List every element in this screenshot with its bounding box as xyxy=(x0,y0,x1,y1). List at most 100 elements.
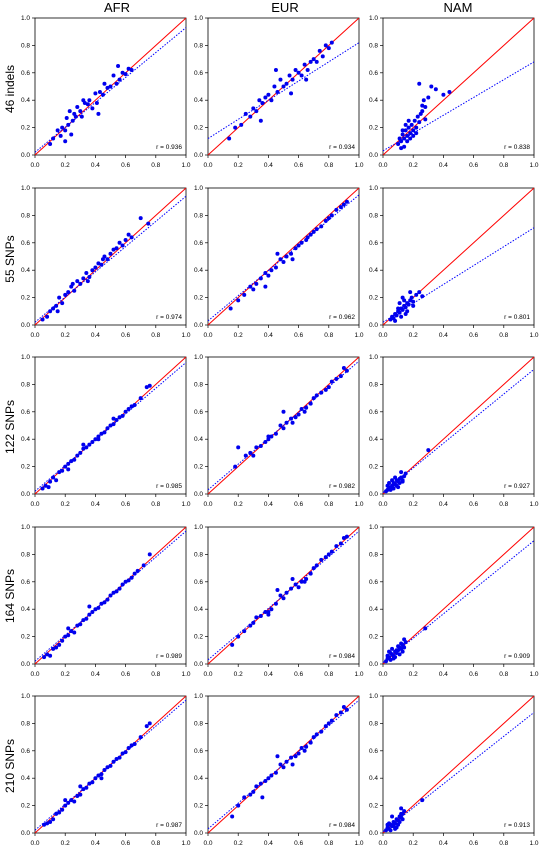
x-tick-label: 0.0 xyxy=(378,840,387,847)
y-tick-label: 0.6 xyxy=(369,409,378,416)
data-point xyxy=(341,704,346,709)
y-tick-label: 0.2 xyxy=(369,464,378,471)
data-point xyxy=(289,91,294,96)
data-point xyxy=(329,213,334,218)
data-point xyxy=(108,593,113,598)
fit-line xyxy=(382,712,535,833)
data-point xyxy=(85,279,90,284)
data-point xyxy=(85,102,90,107)
data-point xyxy=(260,795,265,800)
x-tick-label: 0.6 xyxy=(121,671,130,678)
data-point xyxy=(129,743,134,748)
x-tick-label: 0.8 xyxy=(324,671,333,678)
data-point xyxy=(308,401,313,406)
data-point xyxy=(96,111,101,116)
data-point xyxy=(390,814,395,819)
y-tick-label: 0.8 xyxy=(369,720,378,727)
data-point xyxy=(73,114,78,119)
identity-line xyxy=(382,17,535,156)
x-tick-label: 0.8 xyxy=(151,501,160,508)
panel-frame xyxy=(382,17,535,156)
y-tick-label: 0.6 xyxy=(194,240,203,247)
panel-frame xyxy=(34,695,187,834)
y-tick-label: 0.6 xyxy=(21,70,30,77)
data-point xyxy=(105,257,110,262)
y-tick-label: 0.6 xyxy=(194,409,203,416)
data-point xyxy=(66,626,71,631)
data-point xyxy=(417,120,422,125)
data-point xyxy=(45,314,50,319)
data-point xyxy=(93,607,98,612)
data-point xyxy=(57,295,62,300)
identity-line xyxy=(382,526,535,665)
data-point xyxy=(266,434,271,439)
y-tick-label: 0.2 xyxy=(369,295,378,302)
data-point xyxy=(93,776,98,781)
x-tick-label: 0.8 xyxy=(151,671,160,678)
x-tick-label: 0.2 xyxy=(61,501,70,508)
y-tick-label: 1.0 xyxy=(369,693,378,700)
panel-frame xyxy=(382,695,535,834)
data-point xyxy=(108,423,113,428)
data-point xyxy=(138,735,143,740)
data-point xyxy=(284,590,289,595)
y-tick-label: 0.4 xyxy=(194,436,203,443)
data-point xyxy=(75,623,80,628)
x-tick-label: 0.4 xyxy=(264,671,273,678)
data-point xyxy=(308,232,313,237)
data-point xyxy=(284,81,289,86)
x-tick-label: 0.4 xyxy=(439,332,448,339)
data-point xyxy=(60,125,65,130)
r-value-label: r = 0.985 xyxy=(156,483,182,490)
x-tick-label: 0.6 xyxy=(469,501,478,508)
data-point xyxy=(123,409,128,414)
data-point xyxy=(275,251,280,256)
y-tick-label: 1.0 xyxy=(21,15,30,22)
data-point xyxy=(60,807,65,812)
x-tick-label: 0.2 xyxy=(61,840,70,847)
data-point xyxy=(102,430,107,435)
data-point xyxy=(399,641,404,646)
data-point xyxy=(323,387,328,392)
data-point xyxy=(289,586,294,591)
identity-line xyxy=(382,187,535,326)
y-tick-label: 0.4 xyxy=(369,775,378,782)
data-point xyxy=(344,534,349,539)
data-point xyxy=(334,207,339,212)
y-tick-label: 0.0 xyxy=(369,661,378,668)
data-point xyxy=(311,57,316,62)
data-point xyxy=(60,638,65,643)
data-point xyxy=(96,437,101,442)
data-point xyxy=(99,601,104,606)
identity-line xyxy=(382,356,535,495)
x-tick-label: 0.4 xyxy=(264,332,273,339)
y-tick-label: 0.0 xyxy=(194,830,203,837)
data-point xyxy=(69,798,74,803)
panel-frame xyxy=(382,526,535,665)
x-tick-label: 1.0 xyxy=(354,671,363,678)
data-point xyxy=(236,445,241,450)
data-point xyxy=(63,292,68,297)
data-point xyxy=(420,798,425,803)
data-point xyxy=(111,422,116,427)
data-point xyxy=(147,721,152,726)
data-point xyxy=(293,582,298,587)
x-tick-label: 0.0 xyxy=(203,671,212,678)
y-tick-label: 0.8 xyxy=(369,551,378,558)
data-point xyxy=(64,116,69,121)
y-tick-label: 0.4 xyxy=(21,267,30,274)
data-point xyxy=(417,290,422,295)
data-point xyxy=(400,295,405,300)
data-point xyxy=(385,653,390,658)
data-point xyxy=(63,464,68,469)
data-point xyxy=(69,132,74,137)
x-tick-label: 0.6 xyxy=(294,501,303,508)
panel-frame xyxy=(382,187,535,326)
data-point xyxy=(117,240,122,245)
x-tick-label: 0.2 xyxy=(234,162,243,169)
y-tick-label: 0.0 xyxy=(369,830,378,837)
data-point xyxy=(69,629,74,634)
y-tick-label: 0.0 xyxy=(21,661,30,668)
data-point xyxy=(70,118,75,123)
